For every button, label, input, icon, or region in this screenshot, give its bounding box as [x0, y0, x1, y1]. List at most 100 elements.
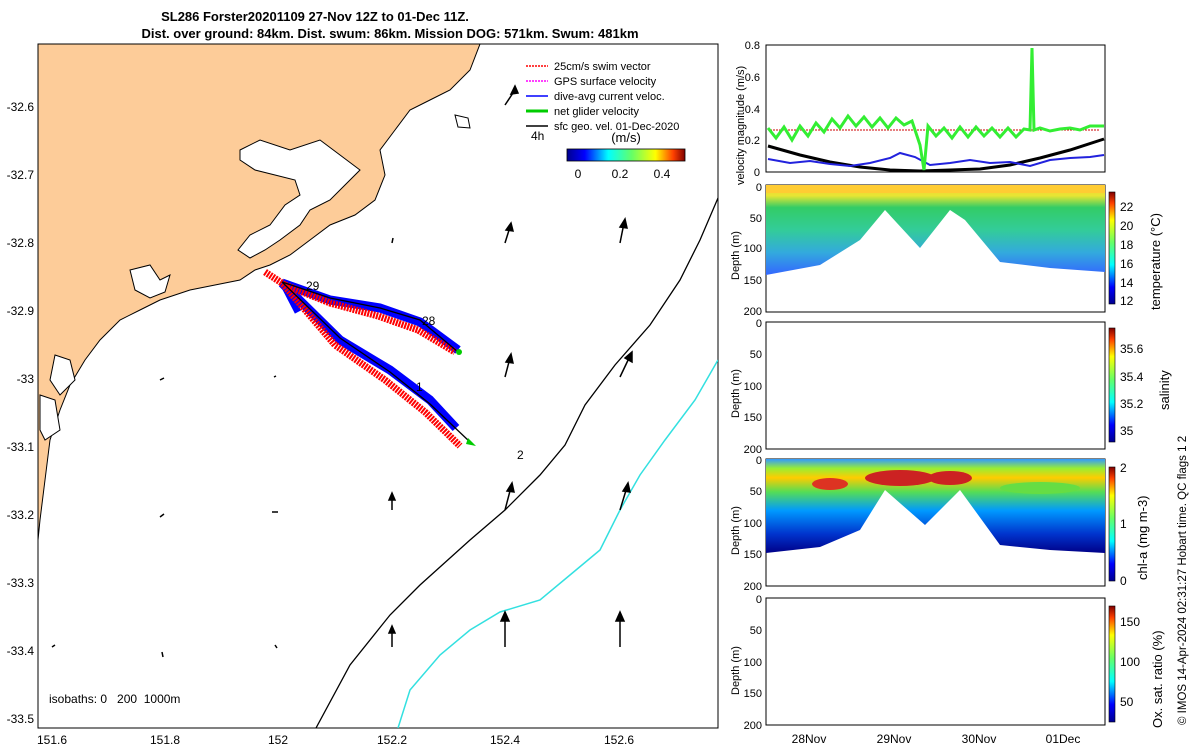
- svg-text:-32.8: -32.8: [7, 236, 35, 250]
- svg-text:2: 2: [1120, 461, 1127, 475]
- svg-text:200: 200: [744, 720, 762, 732]
- svg-text:50: 50: [750, 349, 762, 361]
- dive-avg-line: [767, 151, 1105, 168]
- legend-sfc-geo: sfc geo. vel. 01-Dec-2020: [554, 121, 679, 133]
- legend-swim-vector: 25cm/s swim vector: [554, 61, 651, 73]
- svg-text:35.6: 35.6: [1120, 342, 1144, 356]
- day-label-28: 28: [422, 314, 436, 328]
- velocity-panel: 0 0.2 0.4 0.6 0.8 velocity magnitude (m/…: [735, 40, 1106, 185]
- figure-title-line1: SL286 Forster20201109 27-Nov 12Z to 01-D…: [161, 9, 469, 24]
- sal-cblabel: salinity: [1157, 370, 1172, 410]
- svg-text:12: 12: [1120, 294, 1134, 308]
- map-colorbar-title: (m/s): [611, 130, 641, 145]
- svg-text:20: 20: [1120, 219, 1134, 233]
- svg-text:50: 50: [750, 486, 762, 498]
- svg-text:200: 200: [744, 444, 762, 456]
- svg-text:01Dec: 01Dec: [1046, 732, 1081, 746]
- svg-text:35.2: 35.2: [1120, 397, 1144, 411]
- figure-title-line2: Dist. over ground: 84km. Dist. swum: 86k…: [141, 26, 638, 41]
- svg-text:150: 150: [744, 275, 762, 287]
- chla-ylabel: Depth (m): [730, 506, 742, 555]
- temp-ylabel: Depth (m): [730, 231, 742, 280]
- date-ticks: 28Nov 29Nov 30Nov 01Dec: [792, 732, 1081, 746]
- sal-ylabel: Depth (m): [730, 369, 742, 418]
- legend-dive-avg: dive-avg current veloc.: [554, 91, 665, 103]
- svg-text:35.4: 35.4: [1120, 370, 1144, 384]
- isobath-1000m: [397, 359, 718, 728]
- map-lat-ticks: -32.6 -32.7 -32.8 -32.9 -33 -33.1 -33.2 …: [7, 100, 35, 726]
- glider-tracks: [263, 269, 476, 449]
- chla-cblabel: chl-a (mg m-3): [1135, 495, 1150, 580]
- svg-text:-33.2: -33.2: [7, 508, 35, 522]
- oxy-cblabel: Ox. sat. ratio (%): [1150, 630, 1165, 728]
- svg-text:152.2: 152.2: [377, 733, 407, 747]
- credit-text: © IMOS 14-Apr-2024 02:31:27 Hobart time.…: [1177, 436, 1189, 725]
- svg-text:100: 100: [744, 381, 762, 393]
- svg-text:-32.7: -32.7: [7, 168, 35, 182]
- svg-text:152.4: 152.4: [490, 733, 520, 747]
- svg-text:150: 150: [744, 688, 762, 700]
- day-label-1: 1: [416, 380, 423, 394]
- svg-text:0: 0: [754, 167, 760, 179]
- svg-text:150: 150: [744, 412, 762, 424]
- svg-text:0: 0: [756, 455, 762, 467]
- svg-text:200: 200: [744, 581, 762, 593]
- map-colorbar: [566, 148, 686, 162]
- svg-text:14: 14: [1120, 276, 1134, 290]
- svg-text:0.6: 0.6: [745, 72, 760, 84]
- oxy-ylabel: Depth (m): [730, 646, 742, 695]
- svg-text:150: 150: [744, 549, 762, 561]
- svg-text:100: 100: [744, 243, 762, 255]
- svg-text:-33.4: -33.4: [7, 644, 35, 658]
- svg-text:100: 100: [1120, 655, 1140, 669]
- svg-text:100: 100: [744, 518, 762, 530]
- sfc-geo-line: [767, 137, 1105, 173]
- svg-text:0: 0: [1120, 574, 1127, 588]
- legend-gps-velocity: GPS surface velocity: [554, 76, 657, 88]
- svg-text:152.6: 152.6: [604, 733, 634, 747]
- time-note: 4h: [531, 129, 544, 143]
- map-cb-tick-2: 0.4: [654, 167, 671, 181]
- map-legend: 25cm/s swim vector GPS surface velocity …: [526, 61, 686, 181]
- svg-text:30Nov: 30Nov: [962, 732, 997, 746]
- map-panel: 29 28 1 2 isobaths: 0 200 1000m 25cm/s s…: [7, 43, 719, 747]
- chla-panel: 0 50 100 150 200 Depth (m) 0 1 2 chl-a (…: [730, 455, 1150, 593]
- svg-text:22: 22: [1120, 200, 1134, 214]
- svg-text:50: 50: [750, 625, 762, 637]
- svg-text:50: 50: [1120, 695, 1134, 709]
- svg-text:0: 0: [756, 318, 762, 330]
- svg-text:29Nov: 29Nov: [877, 732, 912, 746]
- svg-text:-33.5: -33.5: [7, 712, 35, 726]
- isobaths-note: isobaths: 0 200 1000m: [49, 692, 180, 706]
- svg-text:0: 0: [756, 594, 762, 606]
- salinity-panel: 0 50 100 150 200 Depth (m) 35 35.2 35.4 …: [730, 318, 1172, 456]
- svg-text:100: 100: [744, 657, 762, 669]
- svg-text:150: 150: [1120, 615, 1140, 629]
- svg-text:50: 50: [750, 213, 762, 225]
- velocity-ylabel: velocity magnitude (m/s): [735, 66, 747, 185]
- oxygen-panel: 0 50 100 150 200 Depth (m) 50 100 150 Ox…: [730, 594, 1165, 732]
- svg-text:151.8: 151.8: [150, 733, 180, 747]
- svg-text:-33.3: -33.3: [7, 576, 35, 590]
- svg-text:18: 18: [1120, 238, 1134, 252]
- svg-text:-33: -33: [17, 372, 35, 386]
- svg-text:16: 16: [1120, 257, 1134, 271]
- svg-text:28Nov: 28Nov: [792, 732, 827, 746]
- net-glider-line: [766, 47, 1104, 171]
- temperature-panel: 0 50 100 150 200 Depth (m) 12 14 16 18 2…: [730, 182, 1163, 318]
- svg-text:151.6: 151.6: [37, 733, 67, 747]
- svg-text:35: 35: [1120, 424, 1134, 438]
- svg-text:200: 200: [744, 306, 762, 318]
- svg-text:0: 0: [756, 182, 762, 194]
- legend-net-glider: net glider velocity: [554, 106, 639, 118]
- svg-text:0.4: 0.4: [745, 104, 760, 116]
- temp-cblabel: temperature (°C): [1148, 213, 1163, 310]
- day-label-29: 29: [306, 279, 320, 293]
- isobath-200m: [315, 197, 718, 728]
- map-cb-tick-1: 0.2: [612, 167, 629, 181]
- day-label-2: 2: [517, 448, 524, 462]
- land-area: [38, 44, 481, 541]
- svg-text:-32.6: -32.6: [7, 100, 35, 114]
- svg-text:0.8: 0.8: [745, 40, 760, 52]
